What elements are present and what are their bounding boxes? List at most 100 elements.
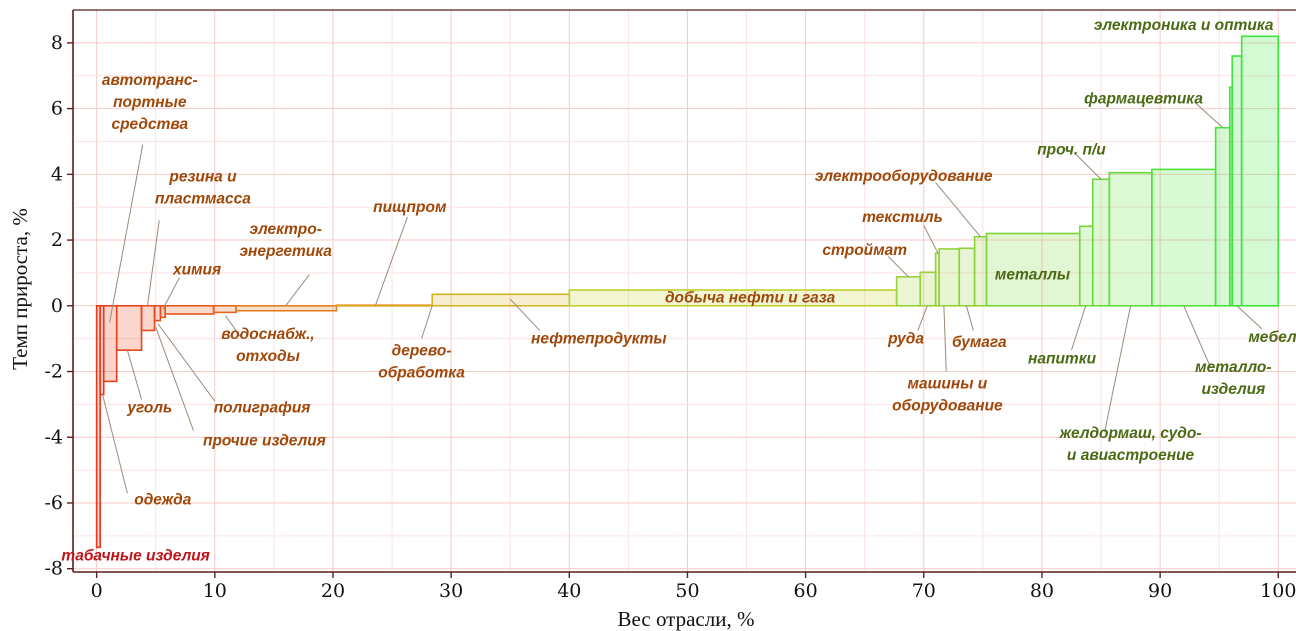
x-axis-title: Вес отрасли, % — [618, 607, 755, 631]
annotation-label: автотранс-портные средства — [102, 72, 198, 133]
bar — [895, 276, 922, 307]
annotation-leader-line — [1104, 305, 1132, 433]
bar — [1240, 35, 1280, 307]
annotation-leader-line — [887, 256, 909, 278]
bar — [919, 271, 937, 307]
y-tick-label: 2 — [51, 229, 63, 251]
bar — [1151, 168, 1217, 307]
annotation-leader-line — [155, 326, 194, 431]
bar — [212, 304, 237, 314]
bar — [1231, 55, 1243, 307]
annotation-leader-line — [102, 394, 128, 494]
x-tick-label: 100 — [1260, 580, 1296, 602]
annotation-label: химия — [172, 262, 221, 279]
annotation-label: табачные изделия — [61, 548, 209, 565]
bar — [164, 304, 215, 315]
bar — [985, 232, 1081, 307]
x-tick-label: 60 — [794, 580, 818, 602]
annotation-label: полиграфия — [214, 400, 311, 417]
y-tick-label: -2 — [44, 361, 63, 383]
annotation-label: пищпром — [373, 199, 447, 216]
annotation-label: нефтепродукты — [531, 331, 667, 348]
annotation-leader-line — [285, 274, 310, 307]
annotation-label: металлы — [995, 267, 1070, 284]
annotation-label: желдормаш, судо-и авиастроение — [1059, 425, 1202, 464]
annotation-leader-line — [509, 298, 541, 331]
bar — [938, 248, 961, 307]
annotation-label: уголь — [126, 400, 172, 417]
annotation-leader-line — [1236, 305, 1263, 330]
y-tick-label: 8 — [51, 32, 63, 54]
annotation-label: металло-изделия — [1195, 359, 1271, 398]
annotation-label: резина и пластмасса — [155, 168, 251, 207]
annotation-leader-line — [146, 220, 160, 306]
y-axis-title: Темп прироста, % — [8, 208, 32, 370]
annotation-label: прочие изделия — [203, 433, 326, 450]
bar — [95, 304, 101, 549]
annotation-leader-line — [157, 323, 216, 402]
annotation-label: текстиль — [862, 209, 943, 226]
annotation-leader-line — [162, 277, 180, 310]
x-tick-label: 80 — [1030, 580, 1054, 602]
annotation-label: одежда — [134, 492, 191, 509]
annotation-leader-line — [943, 305, 947, 372]
annotation-label: машины и оборудование — [892, 376, 1003, 415]
annotation-label: электрооборудование — [815, 168, 993, 185]
annotation-labels: табачные изделия одежда уголь автотранс-пор… — [61, 17, 1296, 565]
x-tick-label: 20 — [321, 580, 345, 602]
bar — [431, 293, 571, 307]
bar — [335, 304, 434, 307]
annotation-leaders — [102, 101, 1263, 494]
annotation-label: бумага — [952, 334, 1007, 351]
bar — [140, 304, 156, 332]
annotation-label: строймат — [822, 242, 907, 259]
annotation-leader-line — [923, 225, 939, 254]
annotation-label: мебель — [1248, 329, 1296, 346]
annotation-leader-line — [1075, 154, 1102, 180]
bar — [1108, 171, 1153, 307]
bar — [235, 304, 338, 312]
y-tick-label: -8 — [44, 558, 63, 580]
annotation-label: дерево-обработка — [378, 343, 465, 382]
y-tick-label: -4 — [44, 426, 63, 448]
annotation-leader-line — [1194, 101, 1224, 129]
x-tick-label: 0 — [91, 580, 103, 602]
y-tick-label: 6 — [51, 98, 63, 120]
x-tick-label: 50 — [675, 580, 699, 602]
x-tick-label: 30 — [439, 580, 463, 602]
annotation-leader-line — [109, 144, 144, 323]
annotation-label: фармацевтика — [1084, 91, 1203, 108]
annotation-label: напитки — [1028, 350, 1097, 367]
annotation-leader-line — [917, 305, 928, 331]
annotation-label: проч. п/и — [1037, 142, 1106, 159]
bar — [1078, 225, 1094, 307]
y-tick-label: -6 — [44, 492, 63, 514]
tick-labels: 0 10 20 30 40 50 60 70 80 90 100 -8 -6 -4 -2 0 2 4 6 8 — [44, 32, 1296, 602]
annotation-label: электроника и оптика — [1094, 17, 1274, 34]
bar — [1091, 178, 1111, 307]
y-tick-label: 4 — [51, 163, 63, 185]
x-tick-label: 70 — [912, 580, 936, 602]
annotation-leader-line — [1071, 305, 1087, 351]
bar — [153, 304, 162, 322]
bar — [115, 304, 143, 351]
bar — [973, 235, 988, 307]
annotation-leader-line — [1183, 305, 1212, 369]
annotation-leader-line — [935, 182, 981, 238]
x-tick-label: 90 — [1148, 580, 1172, 602]
annotation-leader-line — [965, 305, 974, 331]
y-tick-label: 0 — [51, 295, 63, 317]
annotation-leader-line — [225, 315, 242, 338]
bar — [958, 247, 976, 307]
annotation-label: руда — [887, 331, 924, 348]
annotation-label: водоснабж., отходы — [221, 326, 315, 365]
bars — [95, 35, 1280, 549]
annotation-leader-line — [375, 216, 408, 306]
axes — [72, 9, 1296, 573]
x-tick-label: 10 — [203, 580, 227, 602]
annotation-leader-line — [126, 350, 143, 400]
annotation-label: электро-энергетика — [239, 221, 332, 260]
bar — [1214, 126, 1231, 307]
annotation-label: добыча нефти и газа — [665, 290, 836, 307]
